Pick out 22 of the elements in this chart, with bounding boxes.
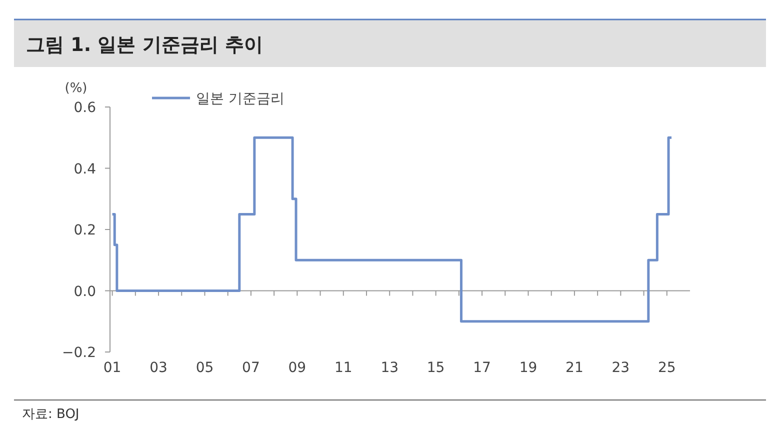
y-tick-label: −0.2	[62, 345, 96, 361]
x-tick-label: 23	[612, 360, 630, 376]
y-tick-label: 0.6	[74, 100, 96, 116]
x-tick-label: 01	[103, 360, 122, 376]
x-tick-label: 13	[380, 360, 399, 376]
x-tick-label: 19	[519, 360, 538, 376]
x-tick-label: 11	[334, 360, 352, 376]
y-tick-label: 0.0	[74, 284, 96, 300]
x-tick-label: 15	[426, 360, 445, 376]
x-tick-label: 25	[658, 360, 676, 376]
chart-title: 그림 1. 일본 기준금리 추이	[26, 34, 263, 56]
x-tick-label: 17	[473, 360, 491, 376]
text: 자료: BOJ	[22, 407, 80, 422]
x-tick-label: 21	[566, 360, 584, 376]
x-tick-label: 05	[196, 360, 214, 376]
x-tick-label: 09	[288, 360, 306, 376]
x-tick-label: 07	[242, 360, 260, 376]
y-tick-label: 0.2	[74, 222, 96, 238]
y-tick-label: 0.4	[74, 161, 96, 178]
y-axis-title: (%)	[64, 81, 88, 96]
x-tick-label: 03	[150, 360, 168, 376]
legend-label: 일본 기준금리	[196, 91, 284, 107]
